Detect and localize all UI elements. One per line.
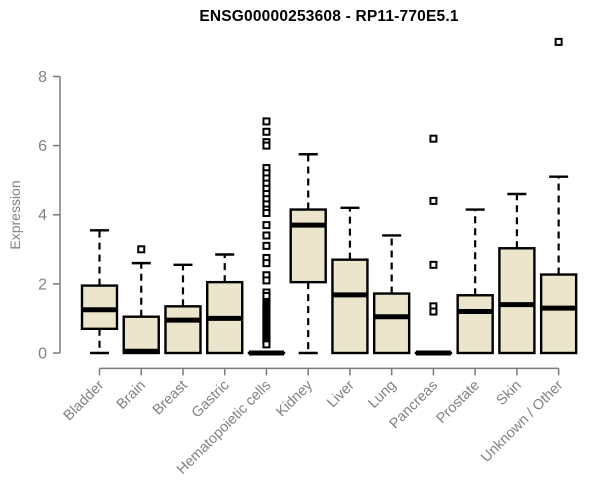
outlier-pancreas-0 [429, 134, 438, 143]
y-tick-label-8: 8 [38, 69, 47, 86]
outlier-hematopoietic-cells-22 [262, 291, 271, 300]
outlier-pancreas-4 [429, 307, 438, 316]
outlier-unknown-other-0 [554, 37, 563, 46]
y-tick-label-6: 6 [38, 138, 47, 155]
box-unknown-other [539, 273, 578, 355]
outlier-pancreas-2 [429, 260, 438, 269]
x-tick-label-brain: Brain [114, 378, 149, 413]
outlier-hematopoietic-cells-14 [262, 221, 271, 230]
x-tick-label-lung: Lung [365, 378, 399, 412]
chart-title: ENSG00000253608 - RP11-770E5.1 [199, 8, 459, 25]
x-tick-label-prostate: Prostate [433, 378, 482, 427]
outlier-hematopoietic-cells-1 [262, 127, 271, 136]
outlier-pancreas-1 [429, 196, 438, 205]
outlier-hematopoietic-cells-16 [262, 241, 271, 250]
x-tick-label-bladder: Bladder [61, 377, 108, 424]
outlier-hematopoietic-cells-20 [262, 276, 271, 285]
box-kidney [289, 208, 327, 284]
x-tick-label-skin: Skin [493, 378, 524, 409]
box-prostate [456, 294, 494, 355]
outlier-hematopoietic-cells-13 [262, 209, 271, 218]
x-tick-label-liver: Liver [324, 377, 358, 411]
y-tick-label-0: 0 [38, 346, 47, 363]
box-breast [164, 305, 202, 355]
outlier-hematopoietic-cells-15 [262, 231, 271, 240]
box-bladder [80, 284, 119, 331]
box-lung [372, 292, 411, 355]
outlier-hematopoietic-cells-18 [262, 259, 271, 268]
box-liver [331, 258, 369, 355]
x-tick-label-breast: Breast [150, 378, 191, 419]
x-tick-label-kidney: Kidney [273, 377, 316, 420]
box-skin [498, 247, 536, 355]
outlier-hematopoietic-cells-0 [262, 117, 271, 126]
y-tick-label-4: 4 [38, 207, 47, 224]
outlier-brain-0 [137, 245, 146, 254]
y-tick-label-2: 2 [38, 276, 47, 293]
outlier-hematopoietic-cells-47 [262, 340, 271, 349]
outlier-hematopoietic-cells-3 [262, 141, 271, 150]
box-brain [122, 315, 160, 355]
